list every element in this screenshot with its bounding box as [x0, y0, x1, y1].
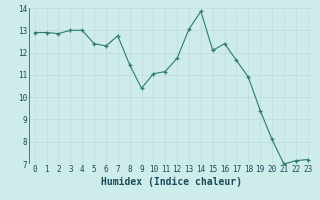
X-axis label: Humidex (Indice chaleur): Humidex (Indice chaleur) [101, 177, 242, 187]
